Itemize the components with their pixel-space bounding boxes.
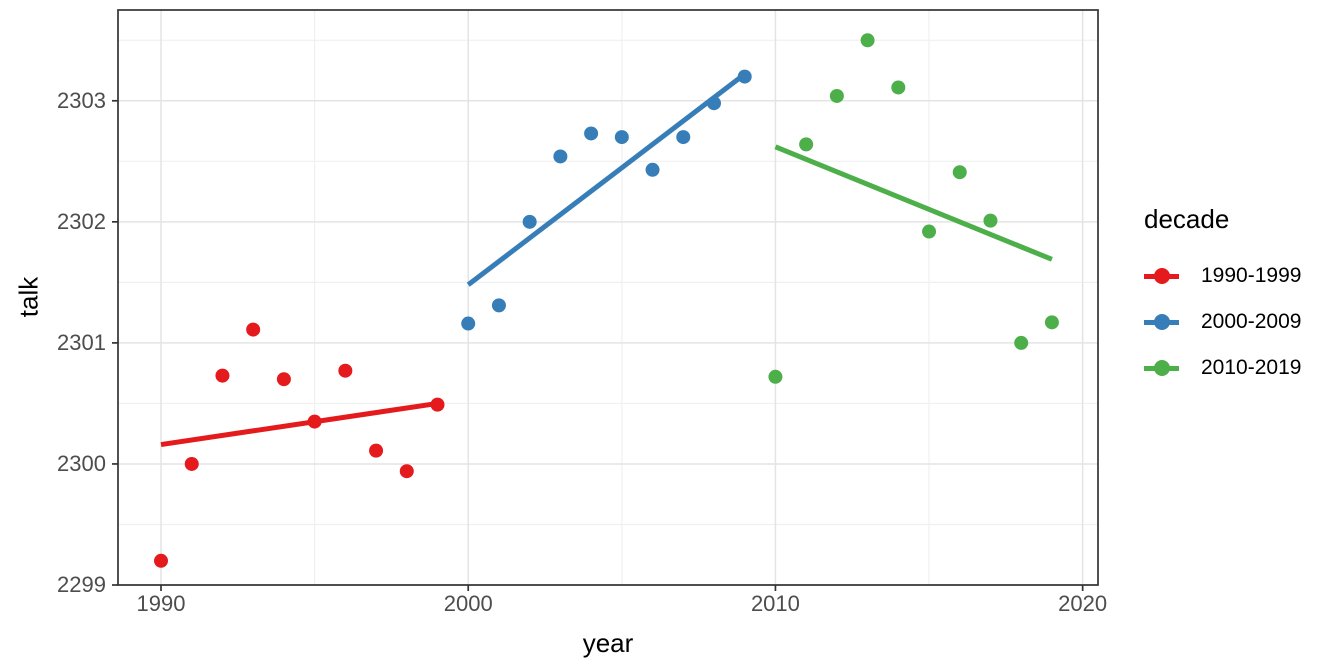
data-point bbox=[338, 363, 353, 378]
legend-item-label: 2000-2009 bbox=[1201, 310, 1302, 333]
legend-key-icon bbox=[1144, 308, 1179, 336]
x-tick-label: 1990 bbox=[136, 591, 186, 616]
data-point bbox=[276, 372, 291, 387]
y-tick-label: 2301 bbox=[57, 329, 106, 355]
trend-line bbox=[774, 144, 1053, 262]
y-axis-title: talk bbox=[13, 276, 44, 318]
data-point bbox=[154, 553, 169, 568]
data-point bbox=[614, 130, 629, 145]
data-point bbox=[799, 137, 814, 152]
data-point bbox=[553, 149, 568, 164]
plot-panel bbox=[118, 10, 1098, 585]
legend-item: 2000-2009 bbox=[1144, 308, 1340, 336]
legend-key-dot bbox=[1153, 360, 1170, 376]
data-point bbox=[399, 464, 414, 479]
data-point bbox=[184, 456, 199, 471]
trend-line bbox=[466, 72, 747, 287]
legend-key-dot bbox=[1153, 268, 1170, 284]
panel-border bbox=[117, 9, 1099, 586]
legend-key-icon bbox=[1144, 262, 1179, 290]
data-point bbox=[952, 165, 967, 180]
legend-item: 1990-1999 bbox=[1144, 262, 1340, 290]
legend: decade 1990-1999 2000-2009 2010-2019 bbox=[1144, 204, 1340, 400]
trend-line bbox=[160, 400, 438, 448]
data-point bbox=[922, 224, 937, 239]
data-point bbox=[584, 126, 599, 141]
data-point bbox=[860, 33, 875, 48]
data-point bbox=[491, 298, 506, 313]
data-point bbox=[1044, 315, 1059, 330]
data-point bbox=[768, 369, 783, 384]
data-point bbox=[246, 322, 261, 337]
data-point bbox=[983, 213, 998, 228]
x-tick-label: 2010 bbox=[750, 591, 800, 616]
legend-items: 1990-1999 2000-2009 2010-2019 bbox=[1144, 262, 1340, 382]
data-point bbox=[522, 214, 537, 229]
data-point bbox=[676, 130, 691, 145]
data-point bbox=[215, 368, 230, 383]
x-axis-title: year bbox=[582, 628, 634, 658]
x-tick-label: 2000 bbox=[443, 591, 493, 616]
data-point bbox=[829, 88, 844, 103]
y-tick-label: 2300 bbox=[57, 450, 106, 476]
legend-key-icon bbox=[1144, 354, 1179, 382]
legend-item-label: 2010-2019 bbox=[1201, 356, 1302, 379]
legend-title: decade bbox=[1144, 204, 1230, 234]
data-point bbox=[645, 162, 660, 177]
y-tick-label: 2302 bbox=[57, 208, 106, 234]
x-tick-label: 2020 bbox=[1058, 591, 1108, 616]
legend-key-dot bbox=[1153, 314, 1170, 330]
data-point bbox=[369, 443, 384, 458]
data-point bbox=[1014, 335, 1029, 350]
legend-item: 2010-2019 bbox=[1144, 354, 1340, 382]
y-tick-label: 2303 bbox=[57, 87, 106, 113]
data-point bbox=[461, 316, 476, 331]
legend-item-label: 1990-1999 bbox=[1201, 264, 1302, 287]
data-point bbox=[891, 80, 906, 95]
y-tick-label: 2299 bbox=[57, 572, 106, 597]
